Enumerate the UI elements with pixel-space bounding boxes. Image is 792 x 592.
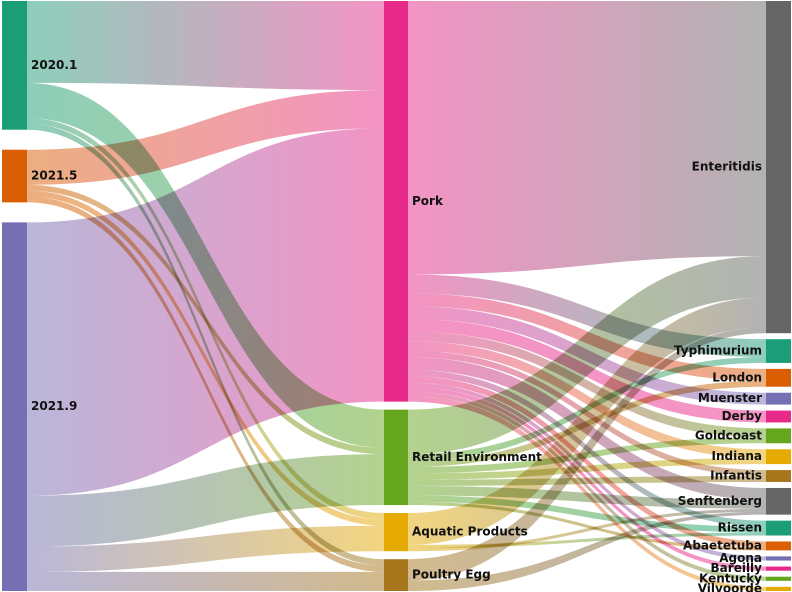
node-pork [384, 1, 408, 402]
link-retail-environment-to-enteritidis [408, 256, 766, 455]
node-label-typhimurium: Typhimurium [674, 344, 762, 358]
node-agona [766, 556, 791, 561]
link-retail-environment-to-infantis [408, 476, 766, 486]
node-muenster [766, 392, 791, 405]
link-retail-environment-to-indiana [408, 458, 766, 480]
node-2020-1 [2, 1, 27, 130]
node-label-derby: Derby [722, 409, 763, 423]
link-poultry-egg-to-senftenberg [408, 511, 766, 591]
node-poultry-egg [384, 559, 408, 591]
node-retail-environment [384, 409, 408, 506]
link-pork-to-abaetetuba [408, 376, 766, 548]
link-2021-9-to-pork [27, 128, 384, 496]
node-label-poultry-egg: Poultry Egg [412, 568, 491, 582]
node-enteritidis [766, 1, 791, 334]
link-poultry-egg-to-enteritidis [408, 327, 766, 581]
node-label-rissen: Rissen [718, 521, 762, 535]
node-rissen [766, 520, 791, 536]
node-label-retail-environment: Retail Environment [412, 450, 542, 464]
node-derby [766, 410, 791, 423]
node-label-vilvoorde: Vilvoorde [698, 581, 762, 592]
link-retail-environment-to-abaetetuba [408, 501, 766, 551]
labels-layer: 2020.1 2021.5 2021.9 Pork Retail Environment… [31, 58, 762, 592]
node-label-bareilly: Bareilly [711, 561, 763, 575]
link-2021-9-to-retail-environment [27, 454, 384, 547]
node-abaetetuba [766, 541, 791, 551]
node-2021-9 [2, 222, 27, 591]
link-pork-to-kentucky [408, 391, 766, 581]
node-label-london: London [712, 370, 762, 384]
link-pork-to-goldcoast [408, 331, 766, 438]
node-bareilly [766, 566, 791, 571]
node-2021-5 [2, 149, 27, 203]
node-label-kentucky: Kentucky [699, 571, 762, 585]
links-layer [27, 1, 766, 591]
node-label-infantis: Infantis [710, 469, 762, 483]
node-label-2021-9: 2021.9 [31, 399, 77, 413]
link-2021-5-to-pork [27, 90, 384, 185]
node-label-agona: Agona [719, 551, 762, 565]
node-label-2020-1: 2020.1 [31, 58, 77, 72]
link-aquatic-products-to-senftenberg [408, 508, 766, 552]
node-infantis [766, 470, 791, 482]
node-label-indiana: Indiana [712, 449, 762, 463]
node-vilvoorde [766, 586, 791, 591]
node-indiana [766, 449, 791, 465]
node-label-abaetetuba: Abaetetuba [683, 538, 762, 552]
node-typhimurium [766, 339, 791, 363]
node-aquatic-products [384, 513, 408, 552]
link-2020-1-to-pork [27, 1, 384, 91]
node-label-aquatic-products: Aquatic Products [412, 525, 528, 539]
link-pork-to-enteritidis [408, 1, 766, 275]
node-label-senftenberg: Senftenberg [678, 494, 762, 508]
node-senftenberg [766, 487, 791, 515]
node-london [766, 368, 791, 387]
link-2021-9-to-aquatic-products [27, 525, 384, 572]
link-2021-9-to-poultry-egg [27, 571, 384, 591]
node-goldcoast [766, 428, 791, 444]
node-label-pork: Pork [412, 194, 444, 208]
node-label-goldcoast: Goldcoast [695, 428, 762, 442]
node-label-enteritidis: Enteritidis [692, 160, 762, 174]
node-label-2021-5: 2021.5 [31, 169, 77, 183]
link-aquatic-products-to-enteritidis [408, 297, 766, 545]
node-label-muenster: Muenster [698, 391, 762, 405]
link-pork-to-indiana [408, 341, 766, 459]
node-kentucky [766, 576, 791, 581]
